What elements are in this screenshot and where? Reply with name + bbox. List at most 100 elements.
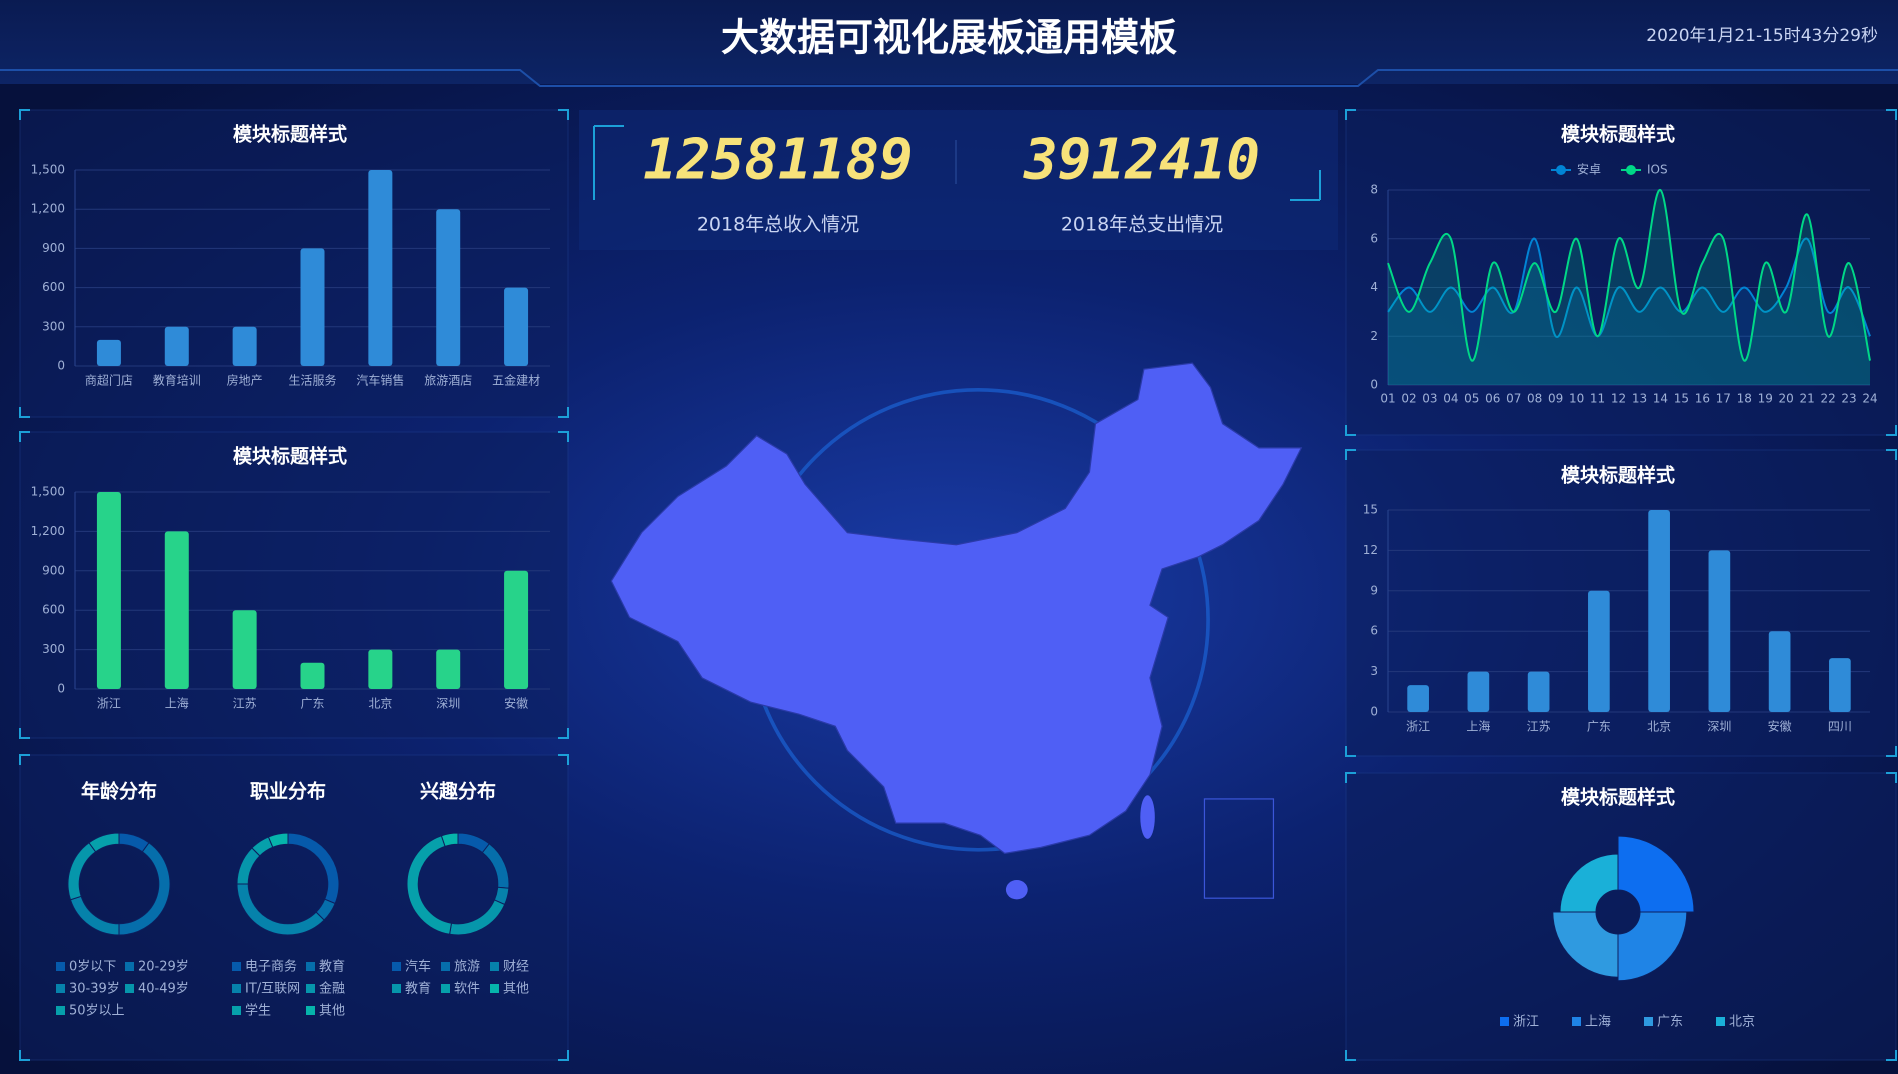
- x-tick-label: 05: [1464, 392, 1479, 406]
- x-tick-label: 汽车销售: [356, 373, 404, 388]
- x-tick-label: 北京: [1647, 720, 1671, 734]
- x-tick-label: 01: [1380, 392, 1395, 406]
- x-tick-label: 13: [1632, 392, 1647, 406]
- bar: [504, 570, 529, 689]
- area: [1388, 189, 1870, 385]
- legend-swatch: [1716, 1017, 1725, 1026]
- bar: [232, 326, 257, 366]
- y-tick-label: 0: [57, 682, 65, 696]
- x-tick-label: 16: [1695, 392, 1710, 406]
- x-tick-label: 深圳: [436, 697, 460, 711]
- x-tick-label: 12: [1611, 392, 1626, 406]
- x-tick-label: 14: [1653, 392, 1668, 406]
- slice: [1559, 853, 1619, 913]
- y-tick-label: 1,500: [31, 163, 65, 177]
- chart-title: 年龄分布: [81, 780, 157, 803]
- bar: [1467, 671, 1490, 712]
- header-line: [0, 69, 1898, 87]
- x-tick-label: 旅游酒店: [424, 374, 472, 388]
- y-tick-label: 1,200: [31, 524, 65, 538]
- legend-swatch: [125, 962, 134, 971]
- panel-corners: [1345, 109, 1897, 436]
- x-tick-label: 五金建材: [492, 373, 540, 388]
- legend-label: 上海: [1585, 1015, 1611, 1030]
- panel-corners: [19, 431, 569, 739]
- map: [610, 362, 1303, 900]
- y-tick-label: 0: [1370, 705, 1378, 719]
- bar: [232, 610, 257, 689]
- legend-swatch: [1572, 1017, 1581, 1026]
- x-tick-label: 深圳: [1707, 720, 1731, 734]
- bar: [1708, 550, 1731, 712]
- line: [1387, 188, 1871, 362]
- x-tick-label: 上海: [1466, 719, 1490, 734]
- y-tick-label: 600: [42, 603, 65, 617]
- panel-corners: [19, 754, 569, 1061]
- x-tick-label: 21: [1799, 392, 1814, 406]
- panel: [1345, 449, 1897, 757]
- legend-label: IOS: [1647, 163, 1668, 177]
- x-tick-label: 房地产: [227, 373, 263, 388]
- chart-title: 模块标题样式: [1561, 464, 1675, 487]
- legend-swatch: [392, 962, 401, 971]
- y-tick-label: 1,500: [31, 485, 65, 499]
- bar: [1588, 590, 1610, 712]
- y-tick-label: 300: [42, 642, 65, 656]
- legend-label: 学生: [245, 1003, 271, 1019]
- bar: [1527, 671, 1550, 712]
- x-tick-label: 07: [1506, 392, 1521, 406]
- slice: [440, 832, 459, 848]
- y-tick-label: 0: [57, 359, 65, 373]
- bar: [300, 248, 325, 366]
- legend-swatch: [56, 984, 65, 993]
- x-tick-label: 03: [1422, 392, 1437, 406]
- kpi-box: [579, 110, 1338, 250]
- x-tick-label: 10: [1569, 392, 1584, 406]
- slice: [1552, 911, 1619, 978]
- y-tick-label: 9: [1370, 583, 1378, 597]
- bar: [368, 170, 393, 366]
- legend-swatch: [56, 962, 65, 971]
- y-tick-label: 0: [1370, 378, 1378, 392]
- x-tick-label: 20: [1779, 392, 1794, 406]
- legend-marker: [1626, 165, 1636, 175]
- legend-label: 其他: [503, 982, 529, 997]
- legend-swatch: [306, 984, 315, 993]
- map-inset: [1203, 798, 1275, 899]
- legend-swatch: [232, 984, 241, 993]
- x-tick-label: 18: [1737, 392, 1752, 406]
- y-tick-label: 6: [1370, 231, 1378, 245]
- page-title: 大数据可视化展板通用模板: [721, 16, 1177, 60]
- chart-title: 模块标题样式: [1561, 786, 1675, 809]
- y-tick-label: 600: [42, 280, 65, 294]
- bar: [436, 209, 461, 366]
- legend-swatch: [441, 984, 450, 993]
- taiwan: [1140, 795, 1155, 839]
- x-tick-label: 北京: [368, 697, 392, 711]
- slice: [1617, 911, 1688, 982]
- y-tick-label: 3: [1370, 664, 1378, 678]
- y-tick-label: 900: [42, 563, 65, 577]
- y-tick-label: 6: [1370, 624, 1378, 638]
- legend-label: 软件: [454, 982, 480, 997]
- legend-label: 教育: [405, 981, 431, 997]
- legend-label: IT/互联网: [245, 982, 300, 997]
- x-tick-label: 22: [1820, 392, 1835, 406]
- legend-swatch: [125, 984, 134, 993]
- legend-swatch: [490, 962, 499, 971]
- bar: [1648, 510, 1670, 712]
- x-tick-label: 23: [1841, 392, 1856, 406]
- legend-label: 20-29岁: [138, 960, 189, 975]
- chart-title: 模块标题样式: [233, 445, 347, 468]
- x-tick-label: 17: [1716, 392, 1731, 406]
- chart-title: 模块标题样式: [233, 123, 347, 146]
- legend-label: 其他: [319, 1004, 345, 1019]
- x-tick-label: 04: [1443, 392, 1458, 406]
- x-tick-label: 09: [1548, 392, 1563, 406]
- x-tick-label: 广东: [1587, 720, 1611, 734]
- bar: [164, 531, 189, 689]
- x-tick-label: 浙江: [97, 697, 121, 711]
- legend-swatch: [232, 1006, 241, 1015]
- x-tick-label: 江苏: [1527, 720, 1551, 734]
- y-tick-label: 8: [1370, 183, 1378, 197]
